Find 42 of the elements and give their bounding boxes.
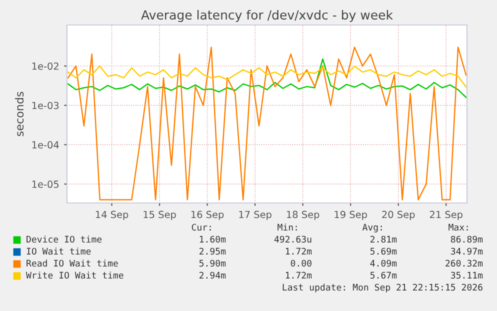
legend-label: IO Wait time <box>26 248 91 255</box>
chart-title: Average latency for /dev/xvdc - by week <box>141 10 393 22</box>
text: Min: <box>278 224 297 231</box>
text: Cur: <box>192 224 211 231</box>
legend-label: Read IO Wait time <box>26 260 118 267</box>
y-tick-label: 1e-02 <box>32 62 58 70</box>
y-axis-title: seconds <box>15 92 24 136</box>
text: 1.72m <box>286 272 312 279</box>
x-tick-label: 14 Sep <box>96 210 128 220</box>
text: 1.72m <box>286 248 312 255</box>
text: 5.67m <box>370 272 397 279</box>
x-tick-label: 20 Sep <box>382 210 415 220</box>
text: 86.89m <box>450 236 483 243</box>
legend-label: Device IO time <box>26 236 102 243</box>
text: 4.09m <box>370 260 397 267</box>
line-series <box>67 46 467 200</box>
text: 35.11m <box>450 272 483 279</box>
text: Max: <box>448 224 468 231</box>
x-tick-label: 21 Sep <box>430 210 462 220</box>
x-tick-label: 18 Sep <box>286 210 320 220</box>
text: 492.63u <box>274 236 312 243</box>
text: Avg: <box>362 224 382 232</box>
line-series <box>67 58 467 98</box>
x-tick-label: 17 Sep <box>239 210 272 220</box>
text: 260.32m <box>446 260 483 267</box>
text: Last update: Mon Sep 21 22:15:15 2026 <box>282 284 482 292</box>
y-tick-label: 1e-04 <box>32 141 59 149</box>
legend-label: Write IO Wait time <box>26 272 124 279</box>
text: 5.90m <box>199 260 226 267</box>
text: 2.81m <box>370 236 397 243</box>
text: 2.94m <box>199 272 226 279</box>
text: 1.60m <box>200 236 226 243</box>
line-series <box>67 65 467 88</box>
text: 34.97m <box>450 248 483 255</box>
text: 0.00 <box>290 260 312 267</box>
y-tick-label: 1e-03 <box>32 102 59 110</box>
x-tick-label: 19 Sep <box>334 210 367 220</box>
text: 2.95m <box>199 248 226 255</box>
x-tick-label: 16 Sep <box>191 210 224 220</box>
x-tick-label: 15 Sep <box>144 210 176 220</box>
y-tick-label: 1e-05 <box>32 180 59 188</box>
text: 5.69m <box>370 248 397 255</box>
